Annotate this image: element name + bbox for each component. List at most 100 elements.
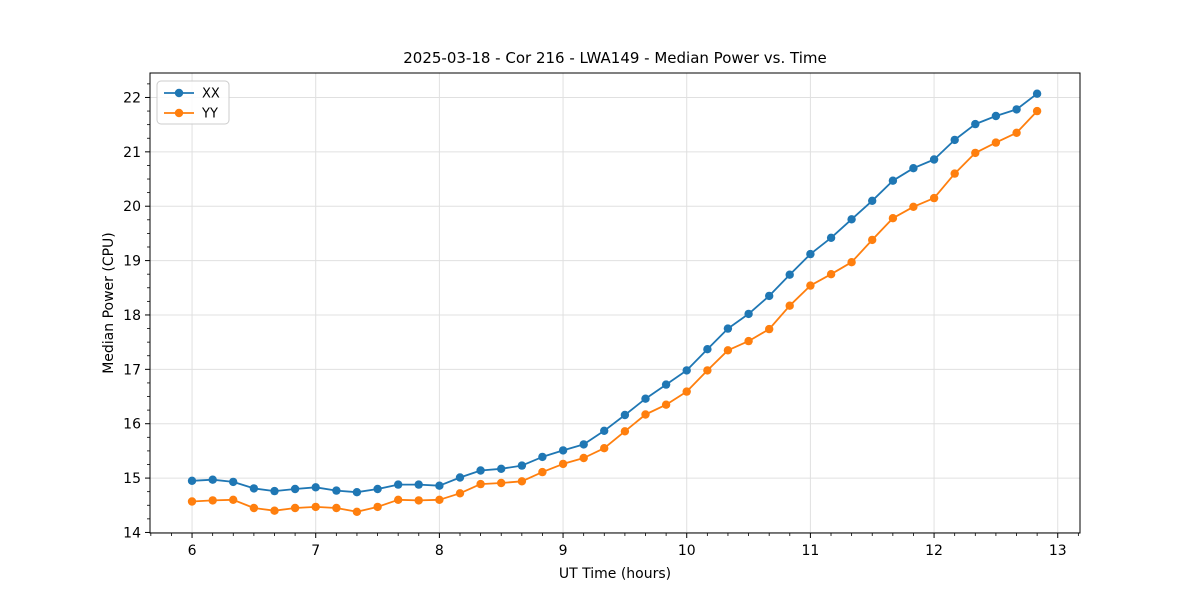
- data-point-XX: [435, 481, 444, 490]
- tick-labels: 6 7 8 9 10 11 12 13 14 15 16 17 18 19 20 21 22: [123, 90, 1066, 559]
- data-point-XX: [847, 215, 856, 224]
- data-point-XX: [497, 464, 506, 473]
- y-tick-label: 17: [123, 362, 141, 378]
- data-point-YY: [435, 495, 444, 504]
- data-point-XX: [1032, 89, 1042, 98]
- data-point-XX: [394, 480, 403, 489]
- data-point-XX: [744, 309, 753, 319]
- y-tick-label: 14: [123, 525, 141, 541]
- data-point-YY: [579, 453, 588, 463]
- x-tick-label: 9: [559, 543, 568, 559]
- data-point-XX: [414, 480, 423, 489]
- data-point-XX: [723, 324, 733, 333]
- data-point-YY: [971, 148, 980, 158]
- data-point-XX: [826, 233, 836, 242]
- data-point-YY: [187, 497, 197, 506]
- data-point-YY: [229, 495, 238, 504]
- data-point-YY: [414, 496, 423, 505]
- y-tick-label: 22: [123, 90, 141, 106]
- y-tick-label: 16: [123, 417, 141, 433]
- data-point-YY: [682, 387, 691, 396]
- plot-area-frame: [149, 72, 1081, 534]
- data-point-XX: [929, 155, 939, 164]
- data-point-YY: [661, 400, 671, 409]
- data-point-YY: [785, 301, 794, 310]
- data-point-YY: [373, 502, 382, 512]
- chart-title: 2025-03-18 - Cor 216 - LWA149 - Median P…: [403, 49, 827, 67]
- data-point-XX: [620, 410, 630, 420]
- data-point-XX: [517, 461, 527, 470]
- y-tick-label: 19: [123, 254, 141, 270]
- data-point-XX: [600, 426, 609, 435]
- data-point-YY: [723, 346, 733, 355]
- x-tick-label: 12: [925, 543, 943, 559]
- data-point-XX: [538, 452, 547, 462]
- data-series: [187, 89, 1042, 516]
- data-point-YY: [847, 258, 856, 267]
- data-point-XX: [806, 249, 815, 259]
- data-point-XX: [311, 483, 320, 492]
- series-line-XX: [191, 92, 1038, 494]
- data-point-YY: [497, 478, 506, 488]
- data-point-XX: [661, 380, 671, 389]
- data-point-XX: [641, 394, 650, 403]
- gridlines: [150, 73, 1080, 533]
- data-point-XX: [950, 135, 959, 145]
- x-axis-label: UT Time (hours): [559, 566, 671, 582]
- data-point-XX: [208, 475, 217, 484]
- data-point-XX: [352, 488, 362, 497]
- data-point-YY: [270, 506, 279, 515]
- data-point-YY: [888, 214, 898, 223]
- data-point-XX: [991, 111, 1001, 121]
- legend-label-YY: YY: [201, 107, 218, 122]
- x-tick-label: 13: [1049, 543, 1067, 559]
- data-point-XX: [290, 484, 300, 494]
- data-point-XX: [558, 446, 568, 455]
- data-point-XX: [765, 291, 774, 301]
- data-point-YY: [558, 459, 568, 469]
- data-point-XX: [229, 477, 238, 487]
- data-point-XX: [249, 484, 259, 493]
- data-point-XX: [332, 486, 341, 495]
- data-point-YY: [991, 138, 1001, 147]
- x-tick-label: 6: [188, 543, 197, 559]
- data-point-YY: [641, 410, 650, 419]
- data-point-YY: [909, 202, 918, 211]
- x-tick-label: 10: [678, 543, 696, 559]
- data-point-YY: [620, 427, 630, 436]
- legend-marker-YY: [174, 108, 184, 118]
- data-point-YY: [352, 507, 362, 516]
- data-point-YY: [929, 193, 939, 203]
- y-axis-label: Median Power (CPU): [101, 232, 117, 374]
- data-point-XX: [868, 196, 877, 205]
- data-point-XX: [1012, 105, 1021, 114]
- data-point-XX: [455, 473, 465, 482]
- data-point-YY: [744, 336, 753, 346]
- data-point-YY: [950, 169, 959, 178]
- legend-marker-XX: [174, 88, 184, 98]
- data-point-YY: [311, 502, 320, 512]
- data-point-YY: [476, 479, 485, 489]
- y-tick-label: 21: [123, 145, 141, 161]
- data-point-XX: [579, 440, 588, 449]
- data-point-XX: [682, 366, 691, 375]
- data-point-XX: [785, 270, 794, 279]
- data-point-YY: [600, 444, 609, 453]
- data-point-YY: [806, 281, 815, 290]
- x-tick-label: 11: [801, 543, 819, 559]
- data-point-XX: [888, 176, 898, 185]
- data-point-YY: [455, 489, 465, 498]
- data-point-YY: [394, 495, 403, 504]
- data-point-YY: [332, 503, 341, 513]
- legend-label-XX: XX: [202, 87, 220, 102]
- data-point-YY: [290, 503, 300, 513]
- legend: XX YY: [156, 80, 230, 125]
- data-point-YY: [538, 467, 547, 477]
- data-point-YY: [249, 503, 259, 513]
- data-point-YY: [765, 324, 774, 334]
- data-point-XX: [373, 484, 382, 494]
- data-point-XX: [270, 486, 279, 496]
- series-line-YY: [191, 110, 1038, 513]
